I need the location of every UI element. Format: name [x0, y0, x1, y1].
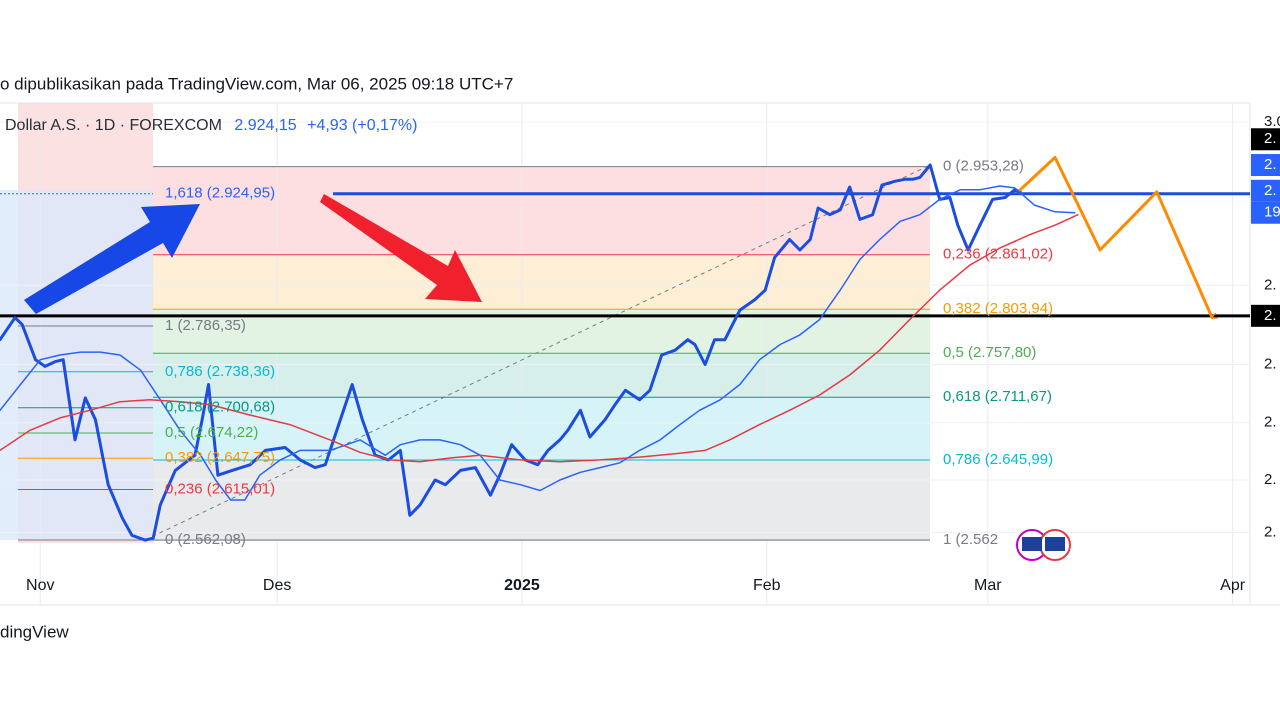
y-tick-label: 2.	[1264, 414, 1277, 431]
fib-band	[153, 353, 930, 398]
flag-icon	[1022, 537, 1042, 551]
fib-label: 0 (2.953,28)	[943, 158, 1024, 175]
fib-label: 1,618 (2.924,95)	[165, 185, 275, 202]
price-change: +4,93 (+0,17%)	[307, 117, 417, 134]
price-tag-label: 19	[1264, 204, 1280, 221]
fib-label: 0,618 (2.711,67)	[943, 388, 1052, 405]
fib-band	[153, 459, 930, 541]
price-tag	[1251, 179, 1280, 202]
y-tick-label: 2.	[1264, 355, 1277, 372]
fib-label: 0,236 (2.861,02)	[943, 246, 1053, 263]
x-tick-label: Nov	[26, 577, 54, 594]
fib-band	[153, 397, 930, 460]
price-tag	[1251, 154, 1280, 177]
price-tag	[1251, 128, 1280, 151]
price-line	[0, 185, 1076, 501]
fib-label: 1 (2.786,35)	[165, 317, 246, 334]
background-layer	[0, 103, 1250, 605]
symbol: Dollar A.S. · 1D · FOREXCOM	[5, 117, 222, 134]
price-line	[1018, 155, 1212, 320]
footer: dingView	[0, 622, 69, 641]
price-tag-label: 2.	[1264, 307, 1277, 324]
x-tick-label: Feb	[753, 577, 781, 594]
red-arrow	[320, 194, 482, 302]
fib-label: 0 (2.562,08)	[165, 531, 246, 548]
annotation-layer: dingView Dollar A.S. · 1D · FOREXCOM 2.9…	[0, 117, 1071, 641]
fib-label: 0,5 (2.757,80)	[943, 344, 1036, 361]
fib-label: 0,382 (2.803,94)	[943, 300, 1053, 317]
fib-label: 0,382 (2.647,75)	[165, 449, 275, 466]
plot-layer	[0, 163, 1250, 542]
header: o dipublikasikan pada TradingView.com, M…	[0, 74, 513, 93]
price-tag	[1251, 304, 1280, 327]
price-tag	[1251, 201, 1280, 224]
fib-trend-line	[144, 164, 931, 541]
price-line	[0, 213, 1079, 463]
x-tick-label: Mar	[974, 577, 1002, 594]
x-tick-label: Apr	[1220, 577, 1246, 594]
y-tick-label: 2.	[1264, 471, 1277, 488]
fib-label: 0,5 (2.674,22)	[165, 424, 258, 441]
fib-label: 0,618 (2.700,68)	[165, 399, 275, 416]
symbol-line: Dollar A.S. · 1D · FOREXCOM 2.924,15 +4,…	[5, 117, 417, 134]
price-tag-label: 2.	[1264, 156, 1277, 173]
fib-label: 1 (2.562	[943, 531, 998, 548]
fib-band	[153, 166, 930, 255]
blue-arrow	[24, 204, 200, 314]
y-tick-label: 2.	[1264, 276, 1277, 293]
price-tag-label: 2.	[1264, 182, 1277, 199]
fib-band	[153, 254, 930, 310]
fib-label: 0,786 (2.738,36)	[165, 363, 275, 380]
y-tick-label: 2.	[1264, 523, 1277, 540]
price-line	[0, 163, 1022, 542]
flag-icon	[1045, 537, 1065, 551]
x-tick-label: Des	[263, 577, 291, 594]
last-price: 2.924,15	[234, 117, 296, 134]
y-tick-label: 3.0	[1264, 113, 1280, 130]
x-tick-label: 2025	[504, 577, 540, 594]
fib-label: 0,236 (2.615,01)	[165, 480, 275, 497]
fib-label: 0,786 (2.645,99)	[943, 451, 1053, 468]
price-tag-label: 2.	[1264, 130, 1277, 147]
